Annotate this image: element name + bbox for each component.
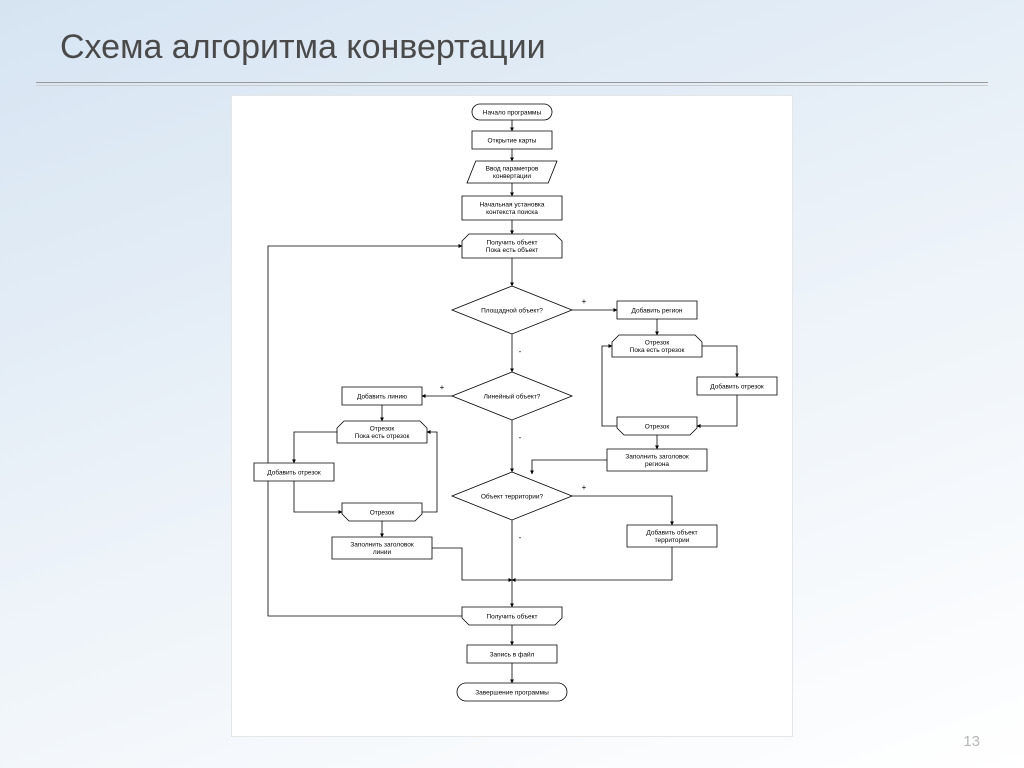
edge — [294, 432, 337, 463]
node-label: Пока есть отрезок — [630, 347, 685, 354]
node-label: Добавить линию — [357, 392, 407, 400]
page-number: 13 — [963, 733, 980, 750]
node-label: Объект территории? — [481, 492, 544, 500]
title-rule-secondary — [36, 85, 988, 86]
node-label: Площадной объект? — [481, 306, 543, 314]
edge — [432, 548, 512, 580]
edge-label: - — [519, 533, 522, 542]
edge — [702, 346, 737, 377]
node-label: конвертации — [493, 173, 531, 180]
edge-label: + — [582, 297, 587, 306]
node-label: Добавить отрезок — [267, 468, 321, 476]
slide: Схема алгоритма конвертации + - + - + - Начало… — [0, 0, 1024, 768]
edge — [602, 346, 617, 426]
node-label: Добавить отрезок — [710, 382, 764, 390]
node-label: Отрезок — [645, 423, 670, 430]
title-rule — [36, 82, 988, 83]
node-label: территории — [655, 537, 690, 544]
edge — [697, 395, 737, 426]
node-label: Заполнить заголовок — [350, 542, 413, 549]
edge-label: + — [440, 383, 445, 392]
edge-label: - — [519, 433, 522, 442]
edge — [422, 432, 437, 512]
edge — [532, 460, 607, 474]
node-label: Начало программы — [483, 109, 542, 116]
edge — [294, 481, 342, 512]
edge — [512, 547, 672, 580]
node-label: Добавить регион — [632, 306, 683, 314]
node-label: Получить объект — [486, 239, 537, 247]
node-label: Открытие карты — [488, 137, 537, 144]
node-label: Отрезок — [370, 426, 395, 433]
slide-title: Схема алгоритма конвертации — [60, 28, 546, 67]
node-label: Пока есть объект — [486, 246, 538, 254]
flowchart-svg: + - + - + - Начало программы Открытие карты Ввод… — [232, 96, 792, 736]
flowchart-canvas: + - + - + - Начало программы Открытие карты Ввод… — [232, 96, 792, 736]
edge — [572, 496, 672, 525]
node-label: Завершение программы — [475, 689, 549, 696]
node-label: региона — [645, 461, 669, 468]
node-label: линии — [373, 549, 392, 556]
node-label: Заполнить заголовок — [625, 454, 688, 461]
node-label: Линейный объект? — [484, 392, 541, 400]
node-label: Отрезок — [645, 340, 670, 347]
node-label: Добавить объект — [646, 529, 697, 537]
edge-label: - — [519, 347, 522, 356]
node-label: Отрезок — [370, 509, 395, 516]
node-label: Получить объект — [486, 612, 537, 620]
node-label: Ввод параметров — [486, 166, 539, 173]
node-label: Запись в файл — [490, 650, 535, 658]
node-label: контекста поиска — [486, 209, 538, 216]
edge-label: + — [582, 483, 587, 492]
node-label: Начальная установка — [479, 202, 544, 209]
node-label: Пока есть отрезок — [355, 433, 410, 440]
